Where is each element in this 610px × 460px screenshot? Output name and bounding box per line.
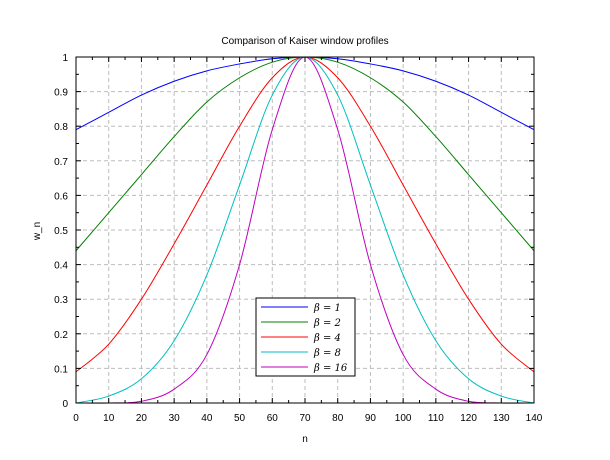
- y-tick-label: 0.3: [54, 295, 68, 306]
- x-tick-label: 40: [201, 413, 213, 424]
- x-tick-label: 30: [169, 413, 181, 424]
- legend-label: β = 1: [313, 303, 341, 314]
- axis-ticks: 0 10 20 30 40 50 60 70 80 90 100 110 120 130 140 0 0.1 0.…: [54, 53, 543, 424]
- legend-label: β = 4: [313, 333, 341, 344]
- x-tick-label: 130: [493, 413, 510, 424]
- y-tick-label: 0.6: [54, 191, 68, 202]
- x-tick-label: 80: [332, 413, 344, 424]
- y-tick-label: 0.1: [54, 364, 68, 375]
- x-tick-label: 60: [267, 413, 279, 424]
- legend-label: β = 2: [313, 318, 341, 329]
- x-axis-label: n: [302, 434, 308, 445]
- x-tick-label: 0: [73, 413, 79, 424]
- x-tick-label: 100: [395, 413, 412, 424]
- y-axis-label: w_n: [32, 222, 43, 241]
- grid-lines: [76, 57, 534, 403]
- x-tick-label: 120: [460, 413, 477, 424]
- y-tick-label: 0.7: [54, 157, 68, 168]
- y-tick-label: 0.9: [54, 88, 68, 99]
- legend: β = 1 β = 2 β = 4 β = 8 β = 16: [255, 297, 356, 377]
- x-tick-label: 140: [526, 413, 543, 424]
- y-tick-label: 0: [62, 399, 68, 410]
- y-tick-label: 0.8: [54, 122, 68, 133]
- y-tick-label: 0.5: [54, 226, 68, 237]
- x-tick-label: 70: [299, 413, 311, 424]
- legend-label: β = 8: [313, 348, 341, 359]
- legend-label: β = 16: [313, 363, 348, 374]
- y-tick-label: 1: [62, 53, 68, 64]
- x-tick-label: 20: [136, 413, 148, 424]
- x-tick-label: 10: [103, 413, 115, 424]
- chart-title: Comparison of Kaiser window profiles: [221, 36, 388, 47]
- x-tick-label: 110: [428, 413, 444, 424]
- y-tick-label: 0.2: [54, 330, 68, 341]
- x-tick-label: 50: [234, 413, 246, 424]
- x-tick-label: 90: [365, 413, 377, 424]
- y-tick-label: 0.4: [54, 261, 68, 272]
